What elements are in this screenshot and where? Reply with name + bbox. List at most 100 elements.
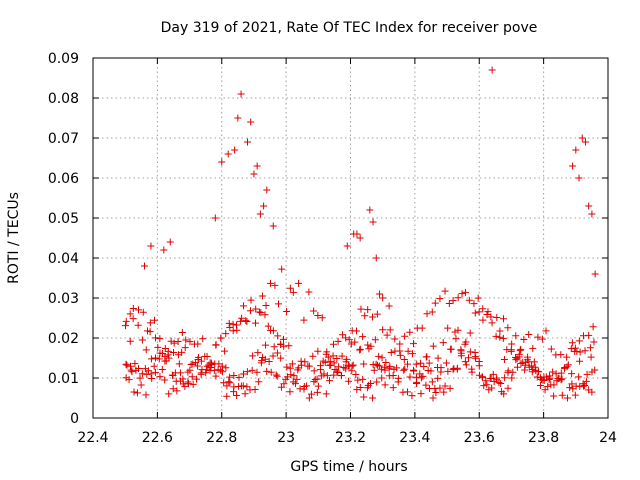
data-point — [374, 361, 382, 369]
data-point — [461, 288, 469, 296]
data-point — [298, 361, 306, 369]
data-point — [139, 308, 147, 316]
data-point — [318, 314, 326, 322]
data-point — [160, 246, 168, 254]
data-point — [547, 381, 555, 389]
data-point — [229, 320, 237, 328]
data-point — [581, 382, 589, 390]
data-point — [542, 327, 550, 335]
data-point — [451, 328, 459, 336]
data-point — [394, 374, 402, 382]
data-point — [226, 373, 234, 381]
data-point — [172, 377, 180, 385]
data-point — [575, 174, 583, 182]
data-point — [580, 382, 588, 390]
data-point — [372, 254, 380, 262]
data-point — [557, 369, 565, 377]
data-point — [440, 388, 448, 396]
data-point — [329, 352, 337, 360]
data-point — [240, 302, 248, 310]
data-point — [485, 386, 493, 394]
data-point — [307, 390, 315, 398]
data-point — [537, 374, 545, 382]
data-point — [309, 352, 317, 360]
data-point — [513, 363, 521, 371]
data-point — [356, 346, 364, 354]
data-point — [241, 390, 249, 398]
data-point — [431, 299, 439, 307]
data-point — [338, 352, 346, 360]
data-point — [222, 330, 230, 338]
data-point — [479, 305, 487, 313]
data-point — [239, 382, 247, 390]
y-tick-label: 0.08 — [48, 91, 79, 107]
y-tick-label: 0.04 — [48, 251, 79, 267]
data-point — [122, 374, 130, 382]
data-point — [131, 360, 139, 368]
data-point — [230, 372, 238, 380]
data-point — [178, 329, 186, 337]
data-point — [210, 366, 218, 374]
data-point — [484, 308, 492, 316]
data-point — [371, 336, 379, 344]
data-point — [378, 374, 386, 382]
data-point — [314, 311, 322, 319]
data-point — [233, 326, 241, 334]
data-point — [410, 366, 418, 374]
data-point — [470, 300, 478, 308]
data-point — [280, 335, 288, 343]
data-point — [202, 366, 210, 374]
data-point — [203, 362, 211, 370]
data-point — [189, 360, 197, 368]
data-point — [225, 378, 233, 386]
data-point — [525, 331, 533, 339]
data-point — [408, 350, 416, 358]
data-point — [247, 307, 255, 315]
data-point — [412, 380, 420, 388]
data-point — [375, 290, 383, 298]
data-points — [121, 66, 599, 402]
data-point — [146, 319, 154, 327]
data-point — [489, 370, 497, 378]
data-point — [161, 345, 169, 353]
data-point — [138, 370, 146, 378]
data-point — [192, 375, 200, 383]
data-point — [444, 367, 452, 375]
data-point — [233, 391, 241, 399]
data-point — [444, 324, 452, 332]
data-point — [316, 366, 324, 374]
data-point — [187, 361, 195, 369]
data-point — [369, 218, 377, 226]
data-point — [314, 382, 322, 390]
data-point — [478, 373, 486, 381]
data-point — [251, 319, 259, 327]
data-point — [591, 270, 599, 278]
data-point — [410, 340, 417, 348]
data-point — [223, 382, 231, 390]
data-point — [221, 347, 229, 355]
data-point — [154, 343, 162, 351]
data-point — [401, 332, 409, 340]
data-point — [578, 134, 586, 142]
y-tick-label: 0.03 — [48, 291, 79, 307]
data-point — [126, 362, 134, 370]
data-point — [532, 367, 540, 375]
data-point — [437, 368, 445, 376]
data-point — [471, 309, 479, 317]
data-point — [583, 370, 591, 378]
data-point — [161, 376, 169, 384]
data-point — [419, 372, 427, 380]
data-point — [293, 375, 301, 383]
data-point — [155, 355, 163, 363]
data-point — [564, 394, 572, 402]
data-point — [585, 331, 593, 339]
data-point — [488, 384, 496, 392]
data-point — [238, 314, 246, 322]
data-point — [420, 363, 428, 371]
data-point — [356, 234, 364, 242]
data-point — [323, 372, 331, 380]
y-tick-label: 0.09 — [48, 51, 79, 67]
data-point — [158, 365, 166, 373]
data-point — [482, 377, 490, 385]
